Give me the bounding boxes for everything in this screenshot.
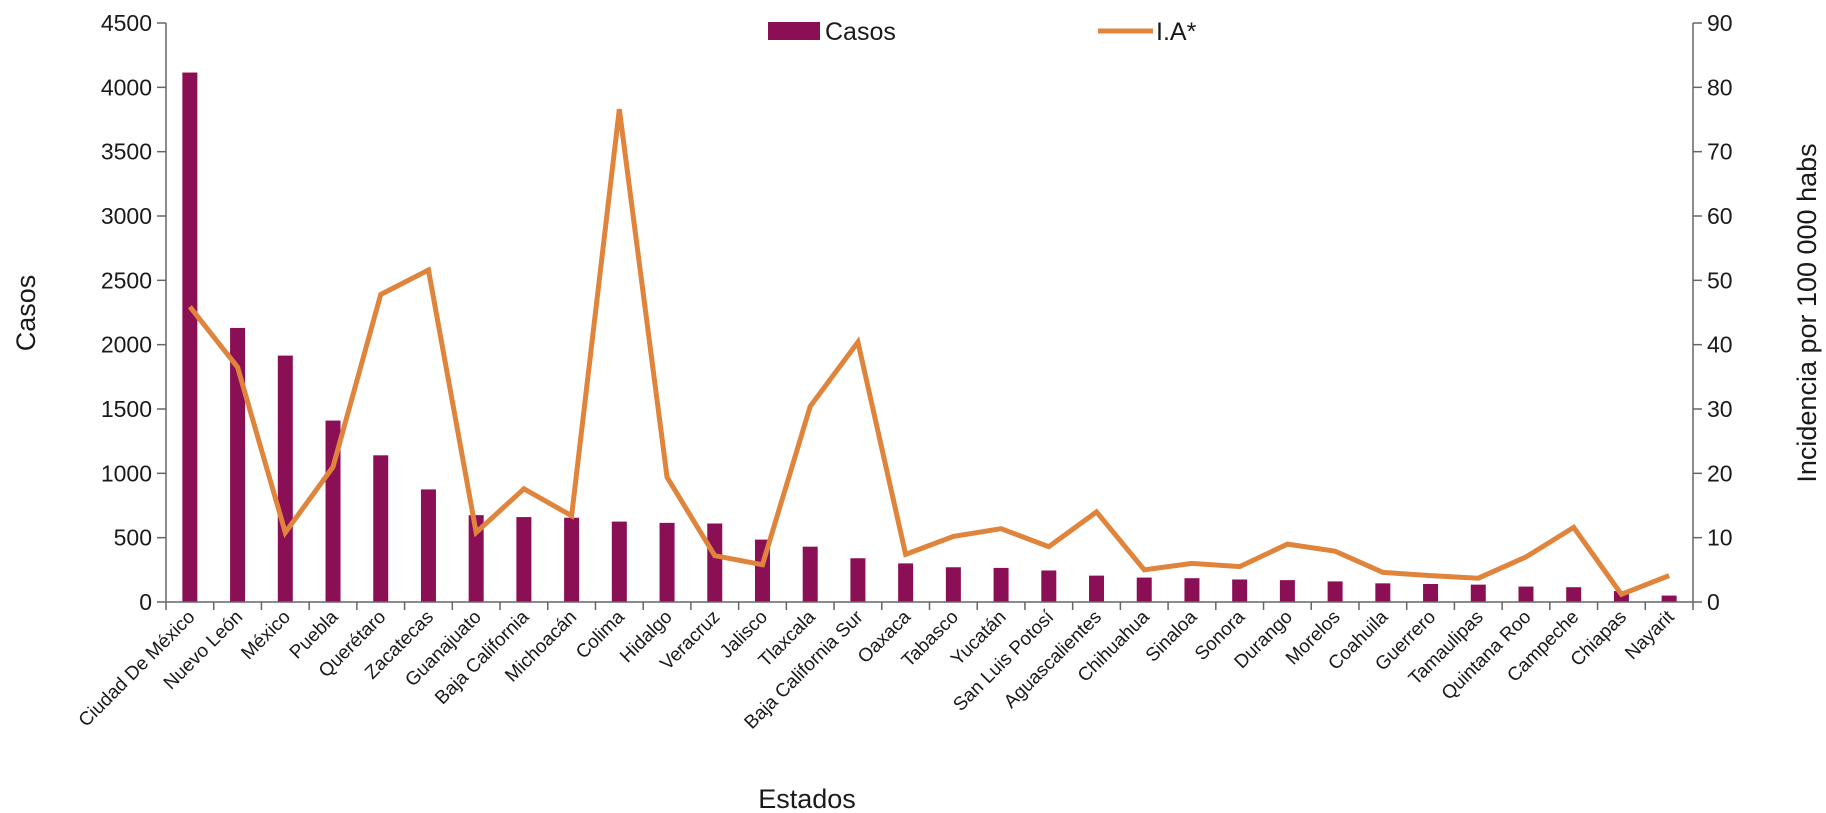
legend: Casos I.A*	[768, 18, 1197, 46]
bar-casos	[1232, 579, 1248, 602]
bar-casos	[1375, 583, 1391, 602]
right-tick-label: 30	[1707, 396, 1733, 422]
bar-casos	[230, 327, 246, 602]
bar-casos	[277, 355, 293, 602]
left-tick-label: 1000	[101, 460, 152, 486]
bar-casos	[1279, 580, 1295, 602]
right-tick-label: 70	[1707, 139, 1733, 165]
left-tick-label: 1500	[101, 396, 152, 422]
legend-label-casos: Casos	[825, 18, 896, 46]
left-tick-label: 4500	[101, 10, 152, 36]
left-tick-label: 500	[114, 525, 152, 551]
bar-casos	[1470, 584, 1486, 602]
left-tick-label: 3500	[101, 139, 152, 165]
left-tick-label: 3000	[101, 203, 152, 229]
right-tick-label: 60	[1707, 203, 1733, 229]
bar-casos	[1089, 575, 1105, 602]
right-tick-label: 10	[1707, 525, 1733, 551]
bars-series-casos	[182, 72, 1677, 603]
left-tick-label: 0	[139, 589, 152, 615]
left-tick-label: 4000	[101, 74, 152, 100]
left-tick-label: 2500	[101, 267, 152, 293]
bar-casos	[325, 420, 341, 602]
bar-casos	[373, 455, 389, 602]
bar-casos	[1136, 577, 1152, 602]
bar-casos	[1423, 583, 1439, 602]
bar-casos	[707, 523, 723, 602]
bar-casos	[993, 567, 1009, 602]
left-axis-title: Casos	[11, 275, 41, 352]
bar-casos	[1041, 570, 1057, 602]
bar-casos	[1327, 581, 1343, 602]
bar-casos	[1184, 578, 1200, 602]
right-axis-ticks: 0 10 20 30 40 50 60 70 80 90	[1693, 10, 1733, 615]
bar-casos	[420, 489, 436, 602]
bar-casos	[516, 517, 532, 602]
bar-casos	[802, 546, 818, 602]
x-axis-title: Estados	[758, 784, 856, 813]
legend-swatch-casos	[768, 22, 820, 40]
x-tick-label: Sinaloa	[1142, 606, 1202, 666]
right-tick-label: 80	[1707, 74, 1733, 100]
bar-casos	[468, 515, 484, 602]
bar-casos	[1566, 587, 1582, 602]
right-axis-title: Incidencia por 100 000 habs	[1792, 143, 1822, 482]
right-tick-label: 90	[1707, 10, 1733, 36]
right-tick-label: 40	[1707, 332, 1733, 358]
bar-casos	[1518, 586, 1534, 602]
left-tick-label: 2000	[101, 332, 152, 358]
right-tick-label: 20	[1707, 460, 1733, 486]
right-tick-label: 0	[1707, 589, 1720, 615]
right-tick-label: 50	[1707, 267, 1733, 293]
x-tick-label: México	[237, 607, 294, 664]
bar-casos	[1661, 595, 1677, 602]
line-series-ia	[187, 108, 1671, 598]
bar-casos	[850, 558, 866, 602]
bar-casos	[611, 521, 627, 602]
bar-casos	[898, 563, 914, 602]
bar-casos	[945, 567, 961, 602]
legend-label-ia: I.A*	[1156, 18, 1197, 46]
left-axis-ticks: 0 500 1000 1500 2000 2500 3000 3500 4000 4500	[101, 10, 166, 615]
line-ia	[187, 108, 1671, 598]
bar-casos	[564, 517, 580, 602]
bar-casos	[182, 72, 198, 603]
axes	[165, 23, 1694, 603]
x-tick-label: Nayarit	[1621, 606, 1679, 664]
bar-casos	[659, 522, 675, 602]
